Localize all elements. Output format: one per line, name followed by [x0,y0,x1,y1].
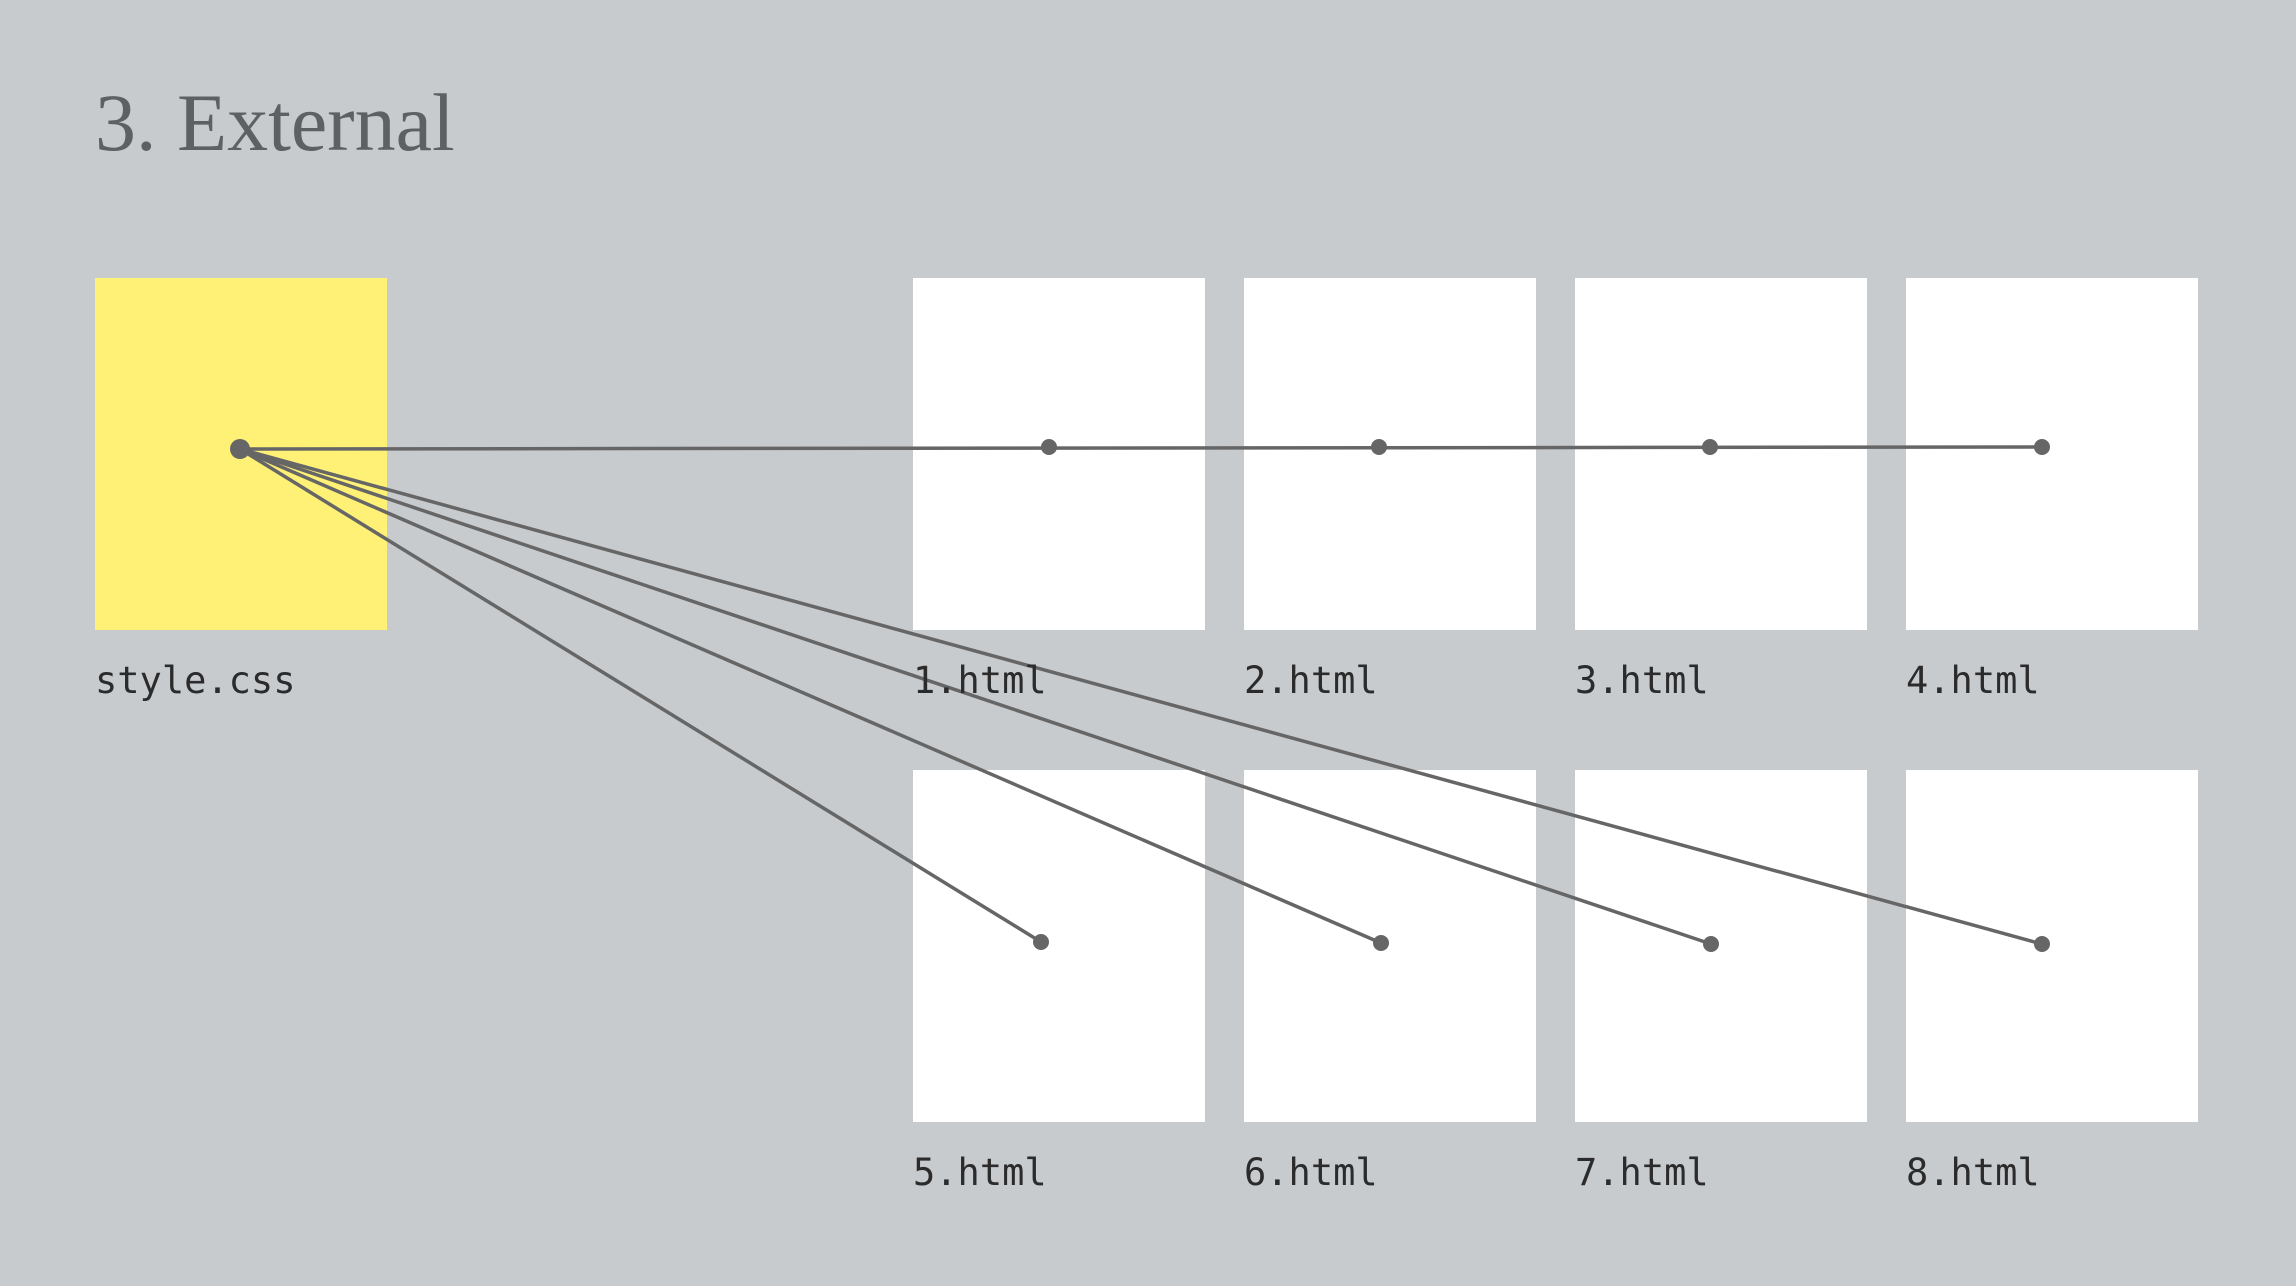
dot-page-6 [1373,935,1389,951]
source-dot [230,439,250,459]
link-page-7 [239,447,1712,946]
link-page-8 [239,447,2043,946]
style-css-label: style.css [95,659,296,702]
link-page-5 [239,447,1042,944]
dot-page-7 [1703,936,1719,952]
page-4-label: 4.html [1906,659,2040,702]
dot-page-5 [1033,934,1049,950]
html-page-4 [1906,278,2198,630]
html-page-2 [1244,278,1536,630]
html-page-1 [913,278,1205,630]
html-page-5 [913,770,1205,1122]
page-7-label: 7.html [1575,1151,1709,1194]
page-5-label: 5.html [913,1151,1047,1194]
dot-page-2 [1371,439,1387,455]
page-2-label: 2.html [1244,659,1378,702]
dot-page-8 [2034,936,2050,952]
page-8-label: 8.html [1906,1151,2040,1194]
link-row1 [239,445,2043,451]
page-3-label: 3.html [1575,659,1709,702]
link-page-6 [239,447,1382,945]
html-page-3 [1575,278,1867,630]
dot-page-3 [1702,439,1718,455]
page-1-label: 1.html [913,659,1047,702]
slide-title: 3. External [95,77,455,168]
html-page-6 [1244,770,1536,1122]
page-6-label: 6.html [1244,1151,1378,1194]
dot-page-1 [1041,439,1057,455]
dot-page-4 [2034,439,2050,455]
html-page-8 [1906,770,2198,1122]
